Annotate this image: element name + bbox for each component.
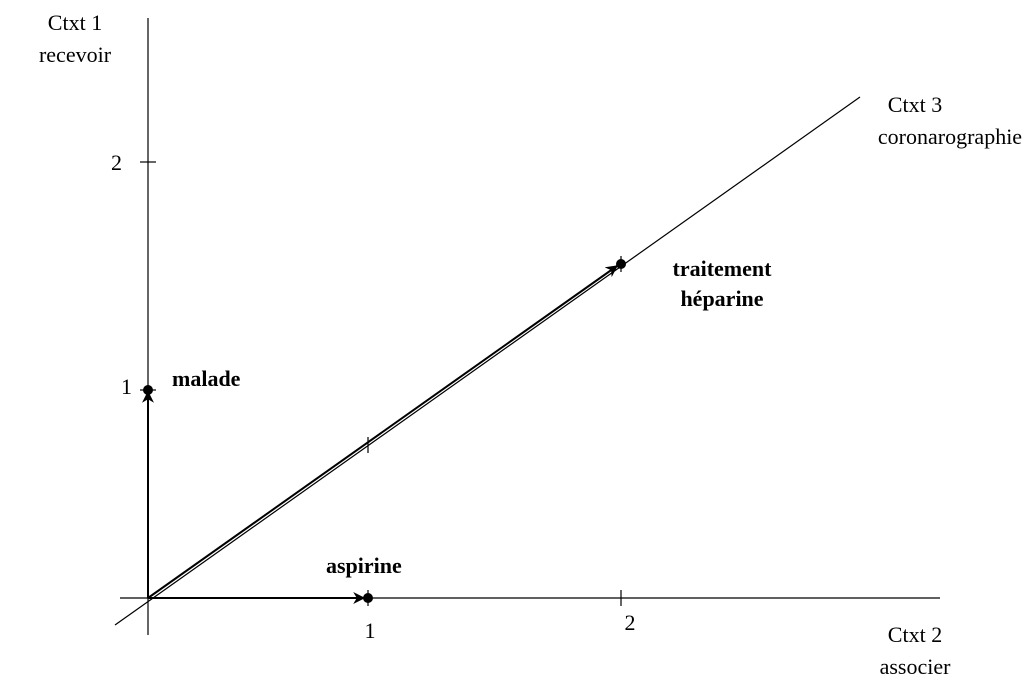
axis-context: associer xyxy=(880,654,952,679)
vector xyxy=(147,265,618,599)
axis-context: recevoir xyxy=(39,42,112,67)
point-label: traitement xyxy=(673,256,773,281)
point-label: héparine xyxy=(680,286,763,311)
tick-label: 1 xyxy=(121,374,132,399)
point xyxy=(616,259,626,269)
point-label: malade xyxy=(172,366,241,391)
point xyxy=(143,385,153,395)
axis-name: Ctxt 1 xyxy=(48,10,102,35)
tick-label: 2 xyxy=(111,150,122,175)
tick-label: 2 xyxy=(625,610,636,635)
point-label: aspirine xyxy=(326,553,402,578)
tick-label: 1 xyxy=(365,618,376,643)
axis-name: Ctxt 3 xyxy=(888,92,942,117)
axis-context: coronarographie xyxy=(878,124,1022,149)
axis-ctxt3 xyxy=(114,96,861,626)
axis-name: Ctxt 2 xyxy=(888,622,942,647)
point xyxy=(363,593,373,603)
